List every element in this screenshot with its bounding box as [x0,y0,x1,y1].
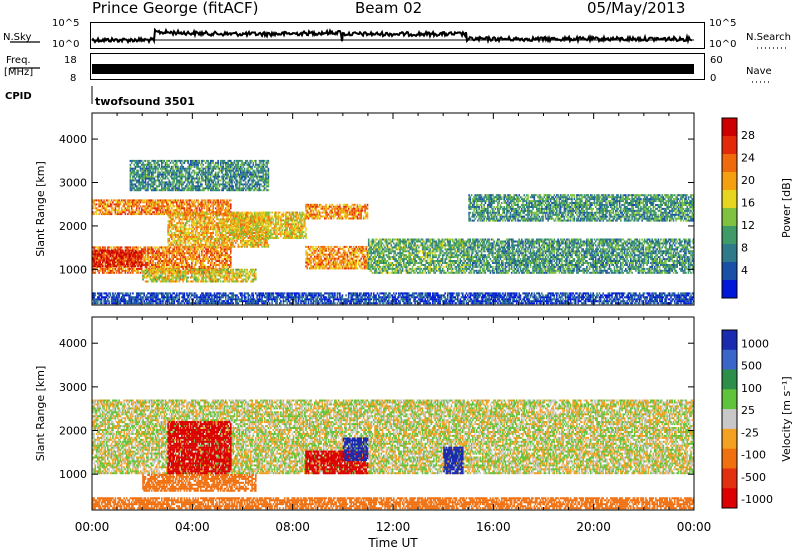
power-colorbar: 28 24 20 16 12 8 4 Power [dB] [722,118,793,299]
x-tick-label: 00:00 [75,520,110,534]
velocity-band-2 [167,421,231,474]
x-tick-label: 16:00 [476,520,511,534]
power-colorbar-swatch [722,280,737,299]
x-tick-label: 04:00 [175,520,210,534]
x-axis-label: Time UT [367,536,418,550]
x-tick-label: 00:00 [677,520,712,534]
velocity-colorbar-tick: -25 [741,426,759,439]
power-ytick-label: 4000 [59,133,87,146]
power-colorbar-swatch [722,244,737,263]
radar-summary-plot: Prince George (fitACF) Beam 02 05/May/20… [0,0,800,554]
velocity-colorbar-swatch [722,429,737,449]
velocity-colorbar-swatch [722,350,737,370]
power-ylabel: Slant Range [km] [34,161,47,257]
velocity-ylabel: Slant Range [km] [34,366,47,462]
power-colorbar-tick: 28 [741,129,755,142]
power-colorbar-tick: 24 [741,151,755,164]
power-band-1 [92,250,143,268]
power-ytick-label: 2000 [59,220,87,233]
power-band-7 [468,194,694,274]
x-tick-label: 12:00 [376,520,411,534]
velocity-colorbar-swatch [722,389,737,409]
power-colorbar-tick: 16 [741,196,755,209]
power-band-5 [305,204,368,270]
velocity-colorbar-tick: 500 [741,360,762,373]
velocity-colorbar-swatch [722,409,737,429]
power-band-8 [130,160,270,191]
velocity-colorbar-tick: -500 [741,471,766,484]
power-colorbar-swatch [722,262,737,281]
power-colorbar-tick: 4 [741,264,748,277]
power-band-6 [368,239,469,274]
velocity-colorbar-tick: 100 [741,382,762,395]
power-colorbar-swatch [722,226,737,245]
velocity-colorbar-swatch [722,370,737,390]
power-heatmap [92,160,694,304]
velocity-colorbar: 1000 500 100 25 -25 -100 -500 -1000 Velocity [m … [722,330,793,509]
plot-canvas: 4000 3000 2000 1000 Slant Range [km] 4000 3000… [0,0,800,554]
power-colorbar-swatch [722,172,737,191]
velocity-ytick-label: 2000 [59,425,87,438]
velocity-colorbar-tick: -100 [741,449,766,462]
velocity-colorbar-tick: 1000 [741,337,769,350]
power-colorbar-swatch [722,136,737,155]
velocity-colorbar-label: Velocity [m s⁻¹] [780,376,793,461]
power-ytick-label: 1000 [59,263,87,276]
power-colorbar-label: Power [dB] [780,178,793,238]
velocity-ytick-label: 3000 [59,381,87,394]
power-colorbar-tick: 8 [741,241,748,254]
velocity-ytick-label: 4000 [59,337,87,350]
power-colorbar-swatch [722,208,737,227]
velocity-colorbar-tick: -1000 [741,493,773,506]
velocity-heatmap [92,400,694,510]
velocity-band-1 [142,474,256,492]
velocity-colorbar-swatch [722,449,737,469]
x-tick-label: 20:00 [576,520,611,534]
power-colorbar-swatch [722,154,737,173]
velocity-colorbar-swatch [722,488,737,508]
power-colorbar-tick: 20 [741,174,755,187]
power-ytick-label: 3000 [59,177,87,190]
velocity-ytick-label: 1000 [59,468,87,481]
x-tick-label: 08:00 [275,520,310,534]
power-colorbar-swatch [722,190,737,209]
nave-band [92,64,694,74]
velocity-colorbar-swatch [722,468,737,488]
power-colorbar-swatch [722,118,737,137]
velocity-colorbar-swatch [722,330,737,350]
power-band-4 [230,212,307,239]
velocity-band-4 [343,438,369,462]
power-colorbar-tick: 12 [741,219,755,232]
velocity-colorbar-tick: 25 [741,404,755,417]
